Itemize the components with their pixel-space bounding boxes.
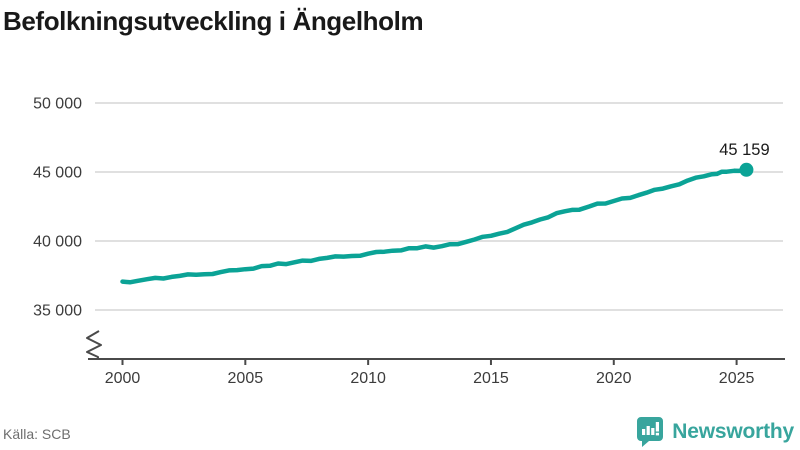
x-tick-label: 2010: [350, 370, 386, 387]
newsworthy-logo-icon: [636, 416, 664, 447]
newsworthy-brand: Newsworthy: [636, 416, 794, 447]
end-value-label: 45 159: [719, 141, 769, 159]
axis-break-icon: [86, 330, 102, 359]
x-tick-label: 2005: [228, 370, 264, 387]
source-note: Källa: SCB: [3, 426, 71, 442]
newsworthy-brand-name: Newsworthy: [672, 419, 794, 443]
y-tick-label: 50 000: [33, 96, 82, 113]
x-tick-label: 2015: [473, 370, 509, 387]
page-title: Befolkningsutveckling i Ängelholm: [3, 6, 424, 36]
x-tick-label: 2025: [719, 370, 755, 387]
population-line: [120, 167, 749, 285]
x-tick-label: 2000: [105, 370, 141, 387]
y-tick-label: 35 000: [33, 303, 82, 320]
y-tick-label: 40 000: [33, 234, 82, 251]
end-point-marker: [739, 162, 754, 177]
x-tick-label: 2020: [596, 370, 632, 387]
y-tick-label: 45 000: [33, 165, 82, 182]
